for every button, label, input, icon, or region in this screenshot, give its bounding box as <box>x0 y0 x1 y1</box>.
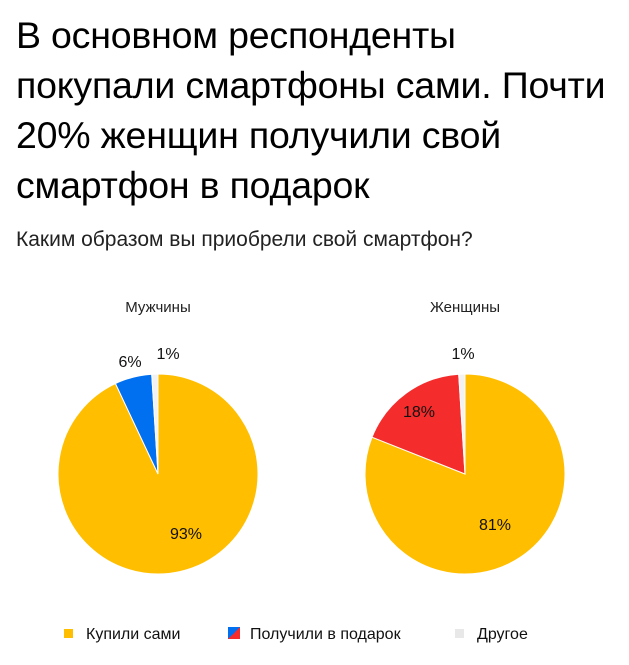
pie-slice <box>371 373 466 475</box>
pie-slice <box>151 373 159 475</box>
data-label: 1% <box>156 346 179 363</box>
data-label: 18% <box>403 404 435 421</box>
chart-question: Каким образом вы приобрели свой смартфон… <box>16 228 473 251</box>
pie-title: Женщины <box>430 299 500 316</box>
pie-charts: Мужчины 93% 6% 1% Женщины 81% 18% 1% <box>57 299 566 575</box>
legend-label: Купили сами <box>86 626 181 643</box>
pie-title: Мужчины <box>125 299 190 316</box>
page-title: В основном респонденты покупали смартфон… <box>16 14 606 206</box>
legend-label: Другое <box>477 626 528 643</box>
pie-slice <box>458 373 466 475</box>
blue-red-split-square-icon <box>228 627 240 639</box>
grey-square-icon <box>455 629 464 638</box>
data-label: 1% <box>451 346 474 363</box>
legend-label: Получили в подарок <box>250 626 401 643</box>
data-label: 93% <box>170 526 202 543</box>
legend: Купили сами Получили в подарок Другое <box>0 624 629 646</box>
data-label: 6% <box>118 354 141 371</box>
yellow-square-icon <box>64 629 73 638</box>
data-label: 81% <box>479 517 511 534</box>
